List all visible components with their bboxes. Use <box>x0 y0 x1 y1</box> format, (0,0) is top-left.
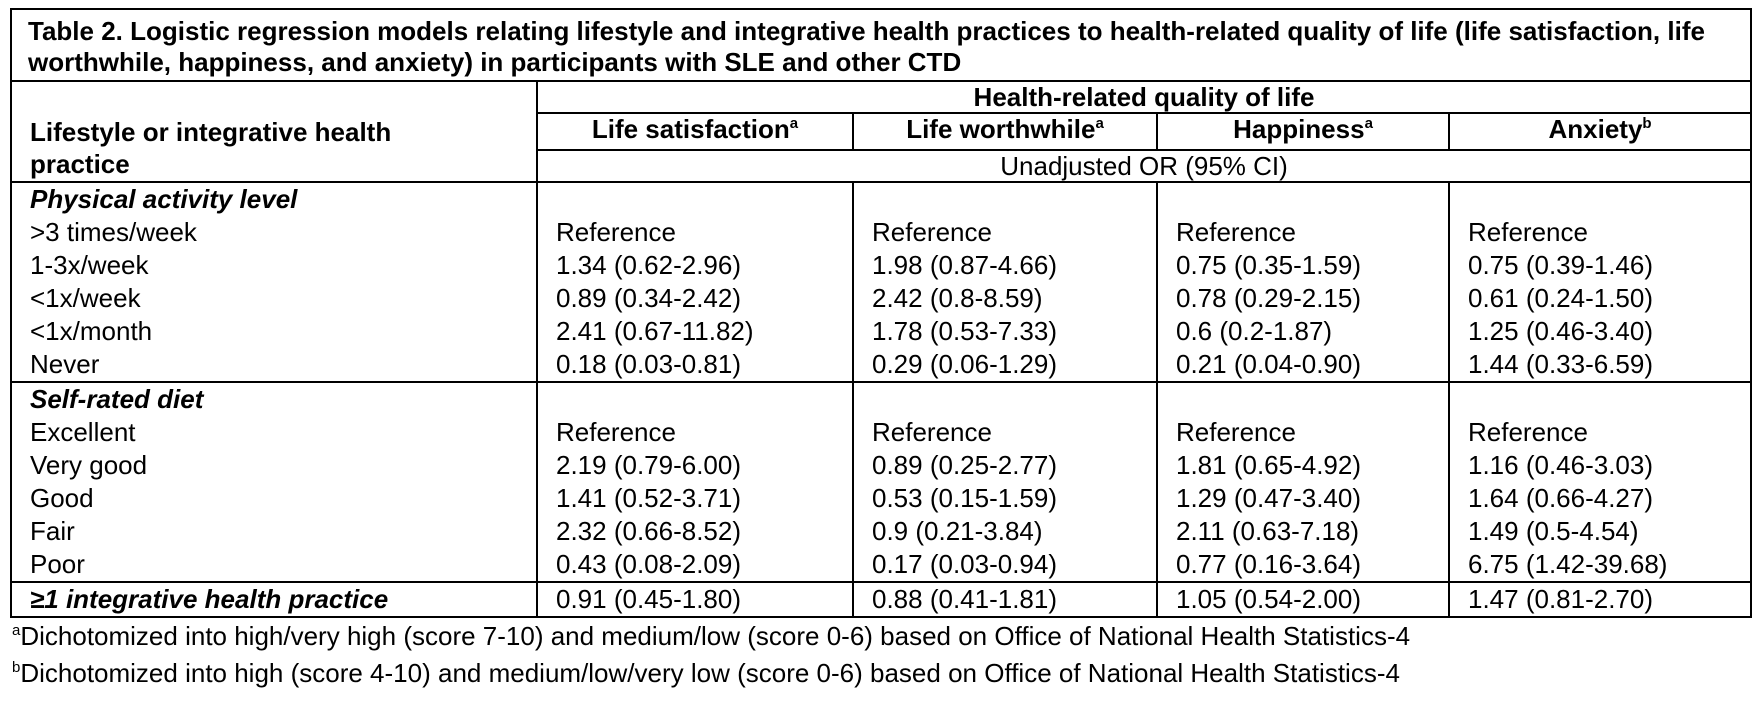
table-row: Excellent Reference Reference Reference … <box>10 416 1753 449</box>
table-row: Never 0.18 (0.03-0.81) 0.29 (0.06-1.29) … <box>10 348 1753 383</box>
row-label-integrative: ≥1 integrative health practice <box>10 582 537 618</box>
table-cell: 2.42 (0.8-8.59) <box>852 282 1157 315</box>
table-cell: 0.89 (0.34-2.42) <box>536 282 853 315</box>
regression-table: Table 2. Logistic regression models rela… <box>9 8 1753 618</box>
table-cell: Reference <box>852 216 1157 249</box>
col-header-happiness: Happinessa <box>1156 113 1449 151</box>
table-row: Good 1.41 (0.52-3.71) 0.53 (0.15-1.59) 1… <box>10 482 1753 515</box>
table-row: Very good 2.19 (0.79-6.00) 0.89 (0.25-2.… <box>10 449 1753 482</box>
table-cell: 1.81 (0.65-4.92) <box>1156 449 1449 482</box>
row-label: Excellent <box>10 416 537 449</box>
table-title: Table 2. Logistic regression models rela… <box>9 8 1753 82</box>
row-label-header: Lifestyle or integrative health practice <box>10 81 537 183</box>
regression-table-figure: Table 2. Logistic regression models rela… <box>9 8 1753 694</box>
row-label: Fair <box>10 515 537 548</box>
table-cell: 2.19 (0.79-6.00) <box>536 449 853 482</box>
title-row: Table 2. Logistic regression models rela… <box>9 8 1753 82</box>
table-cell: 6.75 (1.42-39.68) <box>1447 548 1753 583</box>
table-cell: 1.34 (0.62-2.96) <box>536 249 853 282</box>
table-cell: 1.44 (0.33-6.59) <box>1447 348 1753 383</box>
table-cell: 0.17 (0.03-0.94) <box>852 548 1157 583</box>
table-cell: 1.49 (0.5-4.54) <box>1447 515 1753 548</box>
table-cell: 0.75 (0.39-1.46) <box>1447 249 1753 282</box>
table-row: Fair 2.32 (0.66-8.52) 0.9 (0.21-3.84) 2.… <box>10 515 1753 548</box>
table-cell: Reference <box>536 216 853 249</box>
table-cell: 1.25 (0.46-3.40) <box>1447 315 1753 348</box>
table-cell: 0.6 (0.2-1.87) <box>1156 315 1449 348</box>
table-row: <1x/month 2.41 (0.67-11.82) 1.78 (0.53-7… <box>10 315 1753 348</box>
col-header-anxiety: Anxietyb <box>1447 113 1753 151</box>
table-cell: 0.9 (0.21-3.84) <box>852 515 1157 548</box>
section-row: Physical activity level <box>10 182 1753 216</box>
table-row-integrative: ≥1 integrative health practice 0.91 (0.4… <box>10 582 1753 618</box>
table-cell: Reference <box>1447 416 1753 449</box>
footnote-a: aDichotomized into high/very high (score… <box>12 621 1411 651</box>
table-cell: 1.98 (0.87-4.66) <box>852 249 1157 282</box>
table-cell: 0.53 (0.15-1.59) <box>852 482 1157 515</box>
measure-header: Unadjusted OR (95% CI) <box>535 150 1753 183</box>
table-cell: 1.64 (0.66-4.27) <box>1447 482 1753 515</box>
table-cell: 0.43 (0.08-2.09) <box>536 548 853 583</box>
table-cell: 0.89 (0.25-2.77) <box>852 449 1157 482</box>
table-cell: 0.18 (0.03-0.81) <box>536 348 853 383</box>
row-label: >3 times/week <box>10 216 537 249</box>
table-cell: 0.21 (0.04-0.90) <box>1156 348 1449 383</box>
table-cell: 0.61 (0.24-1.50) <box>1447 282 1753 315</box>
header-row-1: Lifestyle or integrative health practice… <box>10 81 1753 183</box>
header-row-2: Life satisfactiona Life worthwhilea Happ… <box>11 113 1753 151</box>
col-header-life-satisfaction: Life satisfactiona <box>536 113 853 151</box>
group-header: Health-related quality of life <box>535 81 1753 114</box>
table-cell: 2.41 (0.67-11.82) <box>536 315 853 348</box>
table-row: 1-3x/week 1.34 (0.62-2.96) 1.98 (0.87-4.… <box>10 249 1753 282</box>
row-label: Poor <box>10 548 537 583</box>
table-cell: 0.78 (0.29-2.15) <box>1156 282 1449 315</box>
table-cell: 0.88 (0.41-1.81) <box>852 582 1157 618</box>
table-cell: 0.29 (0.06-1.29) <box>852 348 1157 383</box>
table-cell: 1.16 (0.46-3.03) <box>1447 449 1753 482</box>
table-cell: 1.29 (0.47-3.40) <box>1156 482 1449 515</box>
footnote-b: bDichotomized into high (score 4-10) and… <box>12 658 1400 688</box>
table-row: <1x/week 0.89 (0.34-2.42) 2.42 (0.8-8.59… <box>10 282 1753 315</box>
table-cell: Reference <box>1156 216 1449 249</box>
table-cell: 0.77 (0.16-3.64) <box>1156 548 1449 583</box>
table-cell: Reference <box>1156 416 1449 449</box>
table-cell: Reference <box>1447 216 1753 249</box>
table-cell: 2.32 (0.66-8.52) <box>536 515 853 548</box>
row-label: Good <box>10 482 537 515</box>
table-cell: 1.47 (0.81-2.70) <box>1447 582 1753 618</box>
table-cell: 2.11 (0.63-7.18) <box>1156 515 1449 548</box>
table-cell: Reference <box>852 416 1157 449</box>
section-row: Self-rated diet <box>10 382 1753 416</box>
table-row: Poor 0.43 (0.08-2.09) 0.17 (0.03-0.94) 0… <box>10 548 1753 583</box>
section-title-physical-activity: Physical activity level <box>10 182 537 216</box>
row-label: Very good <box>10 449 537 482</box>
col-header-life-worthwhile: Life worthwhilea <box>852 113 1157 151</box>
table-cell: 0.75 (0.35-1.59) <box>1156 249 1449 282</box>
table-cell: 1.41 (0.52-3.71) <box>536 482 853 515</box>
table-cell: 1.78 (0.53-7.33) <box>852 315 1157 348</box>
header-row-3: Unadjusted OR (95% CI) <box>11 150 1753 183</box>
section-title-self-rated-diet: Self-rated diet <box>10 382 537 416</box>
table-cell: 1.05 (0.54-2.00) <box>1156 582 1449 618</box>
row-label: 1-3x/week <box>10 249 537 282</box>
table-row: >3 times/week Reference Reference Refere… <box>10 216 1753 249</box>
row-label: <1x/week <box>10 282 537 315</box>
row-label: <1x/month <box>10 315 537 348</box>
table-cell: Reference <box>536 416 853 449</box>
table-cell: 0.91 (0.45-1.80) <box>536 582 853 618</box>
row-label: Never <box>10 348 537 383</box>
